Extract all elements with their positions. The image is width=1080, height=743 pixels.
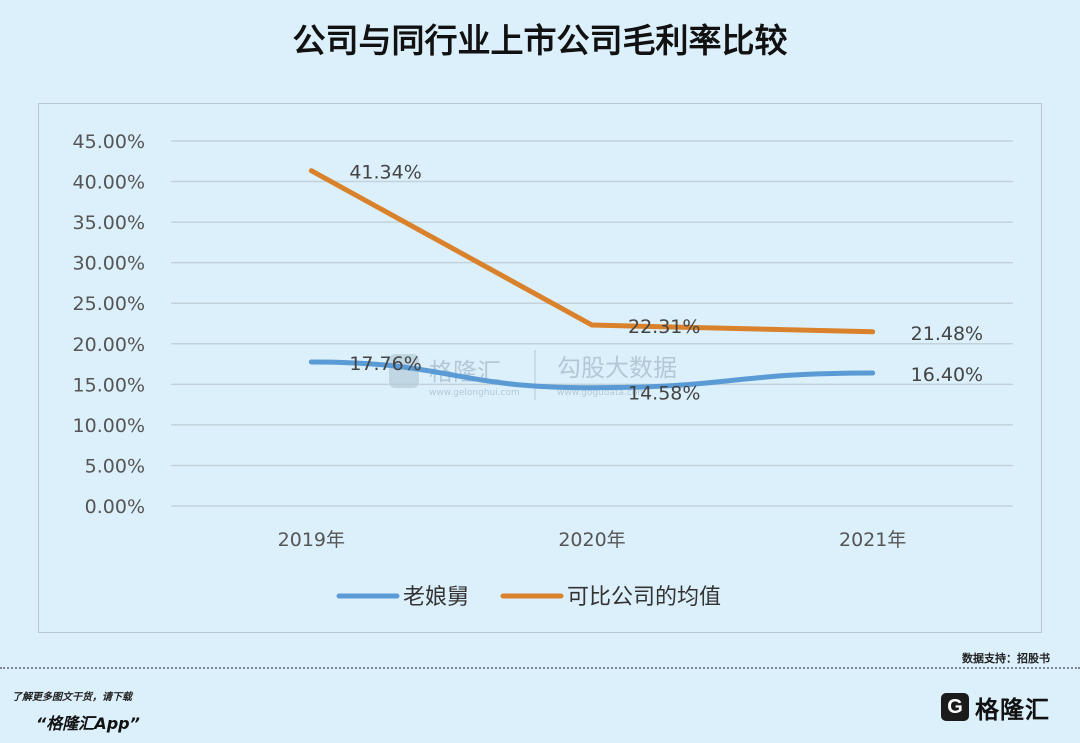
- chart-frame: 格隆汇 www.gelonghui.com 勾股大数据 www.gogudata…: [38, 103, 1042, 633]
- y-tick-label: 20.00%: [73, 334, 145, 356]
- series-line-2: [308, 168, 876, 335]
- footer-divider: [0, 667, 1080, 669]
- data-label: 21.48%: [911, 323, 983, 345]
- data-label: 22.31%: [628, 316, 700, 338]
- watermark: 格隆汇 www.gelonghui.com 勾股大数据 www.gogudata…: [389, 350, 677, 400]
- x-axis: 2019年 2020年 2021年: [278, 529, 907, 551]
- logo-text: 格隆汇: [975, 695, 1050, 724]
- data-source: 数据支持：招股书: [962, 652, 1050, 665]
- legend: 老娘舅 可比公司的均值: [336, 585, 721, 610]
- watermark-brand-url: www.gelonghui.com: [429, 388, 520, 398]
- x-tick-label: 2019年: [278, 529, 345, 551]
- x-tick-label: 2021年: [839, 529, 906, 551]
- app-name: “格隆汇App”: [36, 714, 140, 733]
- data-label: 41.34%: [349, 162, 421, 184]
- series-line-1: [308, 359, 876, 391]
- y-tick-label: 35.00%: [73, 212, 145, 234]
- download-note: 了解更多图文干货，请下载: [12, 692, 132, 703]
- data-label: 17.76%: [349, 353, 421, 375]
- watermark-logo-icon: [389, 354, 419, 388]
- watermark-product-url: www.gogudata.com: [557, 388, 646, 398]
- line-chart: 格隆汇 www.gelonghui.com 勾股大数据 www.gogudata…: [73, 131, 1013, 610]
- watermark-product: 勾股大数据: [557, 354, 677, 382]
- y-tick-label: 30.00%: [73, 253, 145, 275]
- grid-lines: [171, 140, 1013, 507]
- legend-label: 老娘舅: [403, 585, 469, 610]
- y-tick-label: 5.00%: [85, 455, 145, 477]
- data-labels: 17.76% 14.58% 16.40% 41.34% 22.31% 21.48%: [349, 162, 983, 405]
- y-tick-label: 25.00%: [73, 293, 145, 315]
- brand-logo: G 格隆汇: [941, 690, 1050, 724]
- series-lines: [308, 168, 876, 391]
- x-tick-label: 2020年: [558, 529, 625, 551]
- y-tick-label: 0.00%: [85, 496, 145, 518]
- logo-g-icon: G: [941, 693, 969, 721]
- y-tick-label: 15.00%: [73, 374, 145, 396]
- y-axis: 0.00% 5.00% 10.00% 15.00% 20.00% 25.00% 30.00%…: [73, 131, 145, 518]
- y-tick-label: 40.00%: [73, 172, 145, 194]
- data-label: 14.58%: [628, 383, 700, 405]
- y-tick-label: 10.00%: [73, 415, 145, 437]
- legend-label: 可比公司的均值: [567, 585, 721, 610]
- page-title: 公司与同行业上市公司毛利率比较: [292, 21, 788, 60]
- y-tick-label: 45.00%: [73, 131, 145, 153]
- data-label: 16.40%: [911, 364, 983, 386]
